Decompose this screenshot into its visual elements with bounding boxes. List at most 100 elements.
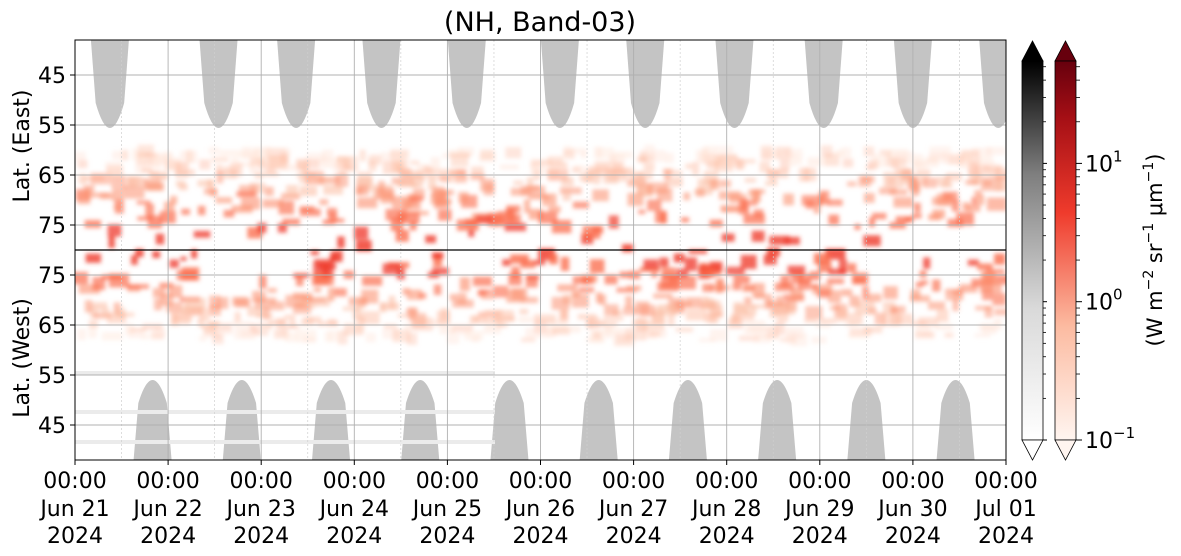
emission-cell-156 bbox=[359, 149, 366, 162]
emission-cell-312 bbox=[402, 288, 410, 295]
emission-cell-815 bbox=[458, 191, 469, 204]
emission-cell-160 bbox=[92, 276, 106, 291]
emission-cell-508 bbox=[88, 319, 98, 328]
emission-cell-342 bbox=[828, 268, 846, 276]
xtick-year-6: 2024 bbox=[606, 524, 662, 549]
emission-cell-555 bbox=[545, 165, 567, 173]
emission-cell-383 bbox=[433, 284, 442, 296]
emission-cell-8 bbox=[492, 285, 509, 298]
colorbar-label-suffix: ) bbox=[1143, 154, 1167, 162]
emission-cell-122 bbox=[895, 216, 912, 223]
emission-cell-36 bbox=[208, 147, 220, 155]
emission-cell-702 bbox=[541, 193, 557, 206]
cbar-tick-base-2: 10 bbox=[1085, 152, 1113, 177]
emission-cell-733 bbox=[459, 277, 470, 291]
xtick-time-2: 00:00 bbox=[229, 469, 292, 494]
xtick-day-3: Jun 24 bbox=[318, 497, 389, 522]
emission-cell-218 bbox=[198, 335, 207, 342]
emission-cell-63 bbox=[971, 147, 993, 158]
emission-cell-467 bbox=[847, 181, 857, 187]
emission-cell-737 bbox=[127, 284, 149, 289]
emission-cell-417 bbox=[234, 312, 241, 322]
emission-cell-683 bbox=[392, 329, 411, 343]
emission-cell-780 bbox=[351, 161, 360, 172]
xtick-year-9: 2024 bbox=[885, 524, 941, 549]
xtick-day-1: Jun 22 bbox=[131, 497, 202, 522]
xtick-year-3: 2024 bbox=[326, 524, 382, 549]
cbar-tick-exp-0: −1 bbox=[1113, 424, 1135, 442]
emission-cell-458 bbox=[247, 306, 266, 317]
emission-cell-794 bbox=[562, 325, 581, 333]
plot-area bbox=[75, 40, 1006, 460]
emission-cell-202 bbox=[945, 296, 964, 301]
colorbar-gray-body bbox=[1021, 60, 1044, 441]
emission-cell-865 bbox=[890, 312, 903, 325]
emission-cell-376 bbox=[965, 179, 978, 185]
emission-cell-700 bbox=[84, 220, 102, 228]
emission-cell-759 bbox=[760, 145, 773, 159]
emission-cell-876 bbox=[437, 168, 446, 180]
emission-cell-728 bbox=[977, 263, 993, 270]
emission-cell-49 bbox=[791, 271, 803, 283]
emission-cell-423 bbox=[578, 287, 595, 293]
emission-cell-686 bbox=[572, 276, 594, 285]
colorbar-label-exp3: −1 bbox=[1141, 162, 1157, 183]
emission-cell-813 bbox=[592, 225, 604, 234]
colorbar-reds bbox=[1054, 40, 1077, 461]
xtick-year-1: 2024 bbox=[140, 524, 196, 549]
emission-cell-842 bbox=[730, 314, 738, 324]
ytick-label-east-0: 45 bbox=[38, 64, 66, 89]
cbar-tick-base-1: 10 bbox=[1085, 291, 1113, 316]
cbar-tick-base-0: 10 bbox=[1085, 429, 1113, 454]
emission-cell-675 bbox=[168, 285, 183, 298]
emission-cell-541 bbox=[879, 187, 897, 195]
cbar-tick-label-2: 101 bbox=[1085, 147, 1123, 177]
xtick-time-4: 00:00 bbox=[416, 469, 479, 494]
emission-cell-271 bbox=[425, 235, 437, 244]
emission-cell-801 bbox=[603, 327, 624, 335]
emission-cell-106 bbox=[357, 171, 372, 180]
emission-cell-816 bbox=[708, 313, 719, 324]
emission-cell-431 bbox=[334, 218, 345, 223]
ytick-label-west-2: 55 bbox=[38, 364, 66, 389]
emission-cell-470 bbox=[735, 158, 756, 164]
emission-cell-89 bbox=[595, 292, 603, 303]
emission-cell-613 bbox=[592, 331, 602, 340]
emission-cell-607 bbox=[436, 310, 451, 325]
emission-cell-868 bbox=[659, 257, 669, 268]
emission-cell-739 bbox=[343, 323, 364, 336]
emission-cell-329 bbox=[849, 295, 860, 307]
emission-cell-616 bbox=[934, 323, 953, 331]
xtick-day-0: Jun 21 bbox=[38, 497, 109, 522]
emission-cell-529 bbox=[695, 149, 707, 163]
gray-lobe-east-4 bbox=[447, 40, 486, 128]
emission-cell-717 bbox=[696, 188, 705, 197]
emission-cell-448 bbox=[170, 312, 179, 326]
xtick-time-6: 00:00 bbox=[602, 469, 665, 494]
emission-cell-749 bbox=[797, 280, 811, 290]
emission-cell-301 bbox=[169, 259, 179, 268]
emission-cell-67 bbox=[299, 177, 312, 184]
emission-cell-291 bbox=[301, 167, 308, 178]
gray-lobe-west-5 bbox=[579, 380, 618, 460]
ytick-label-east-1: 55 bbox=[38, 114, 66, 139]
xtick-day-7: Jun 28 bbox=[690, 497, 761, 522]
emission-cell-703 bbox=[546, 169, 560, 179]
emission-cell-775 bbox=[775, 321, 785, 335]
emission-cell-828 bbox=[180, 256, 187, 261]
emission-cell-396 bbox=[782, 148, 803, 157]
emission-cell-358 bbox=[78, 173, 87, 185]
emission-cell-155 bbox=[471, 166, 484, 178]
emission-cell-560 bbox=[506, 289, 524, 303]
emission-cell-898 bbox=[752, 333, 772, 343]
emission-cell-858 bbox=[131, 148, 146, 161]
emission-cell-723 bbox=[714, 158, 733, 168]
emission-cell-50 bbox=[231, 321, 252, 327]
emission-cell-288 bbox=[741, 199, 758, 206]
emission-cell-343 bbox=[413, 188, 425, 200]
emission-cell-807 bbox=[795, 155, 803, 165]
emission-cell-472 bbox=[749, 304, 771, 309]
emission-cell-806 bbox=[449, 293, 458, 301]
emission-cell-15 bbox=[639, 267, 660, 272]
colorbar-red-extend-bottom bbox=[1054, 439, 1077, 461]
